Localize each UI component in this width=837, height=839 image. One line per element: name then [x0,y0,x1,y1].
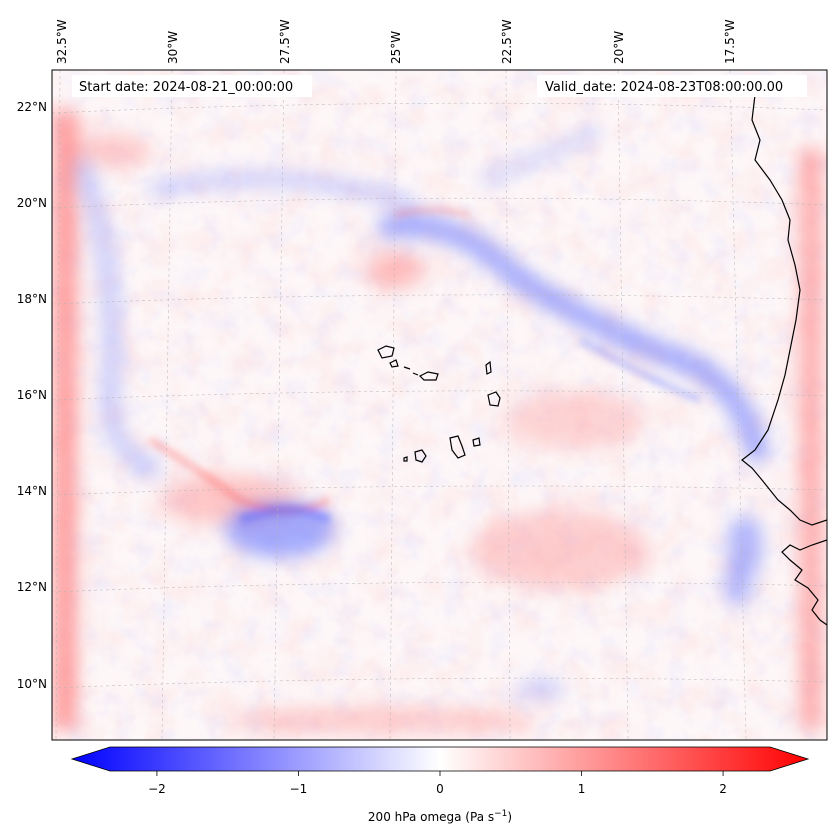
cape-verde-islands [377,345,501,463]
field-noise-negative [52,70,827,740]
africa-coastline-south [781,539,827,626]
lon-label: 17.5°W [723,19,737,64]
colorbar-tick-label: 2 [719,782,727,796]
lat-label: 12°N [17,580,47,594]
negative-omega-features [71,123,771,700]
colorbar-label-exponent: −1 [494,809,507,819]
colorbar-label: 200 hPa omega (Pa s−1) [368,809,512,824]
omega-field [52,70,827,740]
lon-label: 20°W [612,31,626,64]
colorbar-tick-label: −1 [290,782,308,796]
colorbar-bar [70,746,810,772]
lon-label: 25°W [389,31,403,64]
lat-label: 16°N [17,388,47,402]
lon-label: 30°W [166,31,180,64]
fine-structure [148,207,702,525]
positive-omega-features [54,110,822,734]
lon-label: 27.5°W [278,19,292,64]
colorbar-ticks: −2 −1 0 1 2 [148,771,727,796]
lon-label: 22.5°W [500,19,514,64]
map-frame [51,69,828,741]
lat-label: 18°N [17,292,47,306]
start-date-box: Start date: 2024-08-21_00:00:00 [72,75,312,97]
valid-date-label: Valid_date: 2024-08-23T08:00:00.00 [545,80,783,95]
lat-label: 14°N [17,484,47,498]
africa-coastline [741,94,827,526]
latitude-labels: 22°N 20°N 18°N 16°N 14°N 12°N 10°N [17,100,47,691]
colorbar-tick-label: 1 [578,782,586,796]
lat-label: 20°N [17,196,47,210]
lat-label: 10°N [17,677,47,691]
start-date-label: Start date: 2024-08-21_00:00:00 [79,80,293,95]
graticule [52,70,827,740]
longitude-labels: 32.5°W 30°W 27.5°W 25°W 22.5°W 20°W 17.5… [55,19,737,64]
lat-label: 22°N [17,100,47,114]
colorbar-tick-label: 0 [436,782,444,796]
valid-date-box: Valid_date: 2024-08-23T08:00:00.00 [537,75,807,97]
colorbar-tick-label: −2 [148,782,166,796]
lon-label: 32.5°W [55,19,69,64]
colorbar: −2 −1 0 1 2 200 hPa omega (Pa s−1) [70,746,810,824]
